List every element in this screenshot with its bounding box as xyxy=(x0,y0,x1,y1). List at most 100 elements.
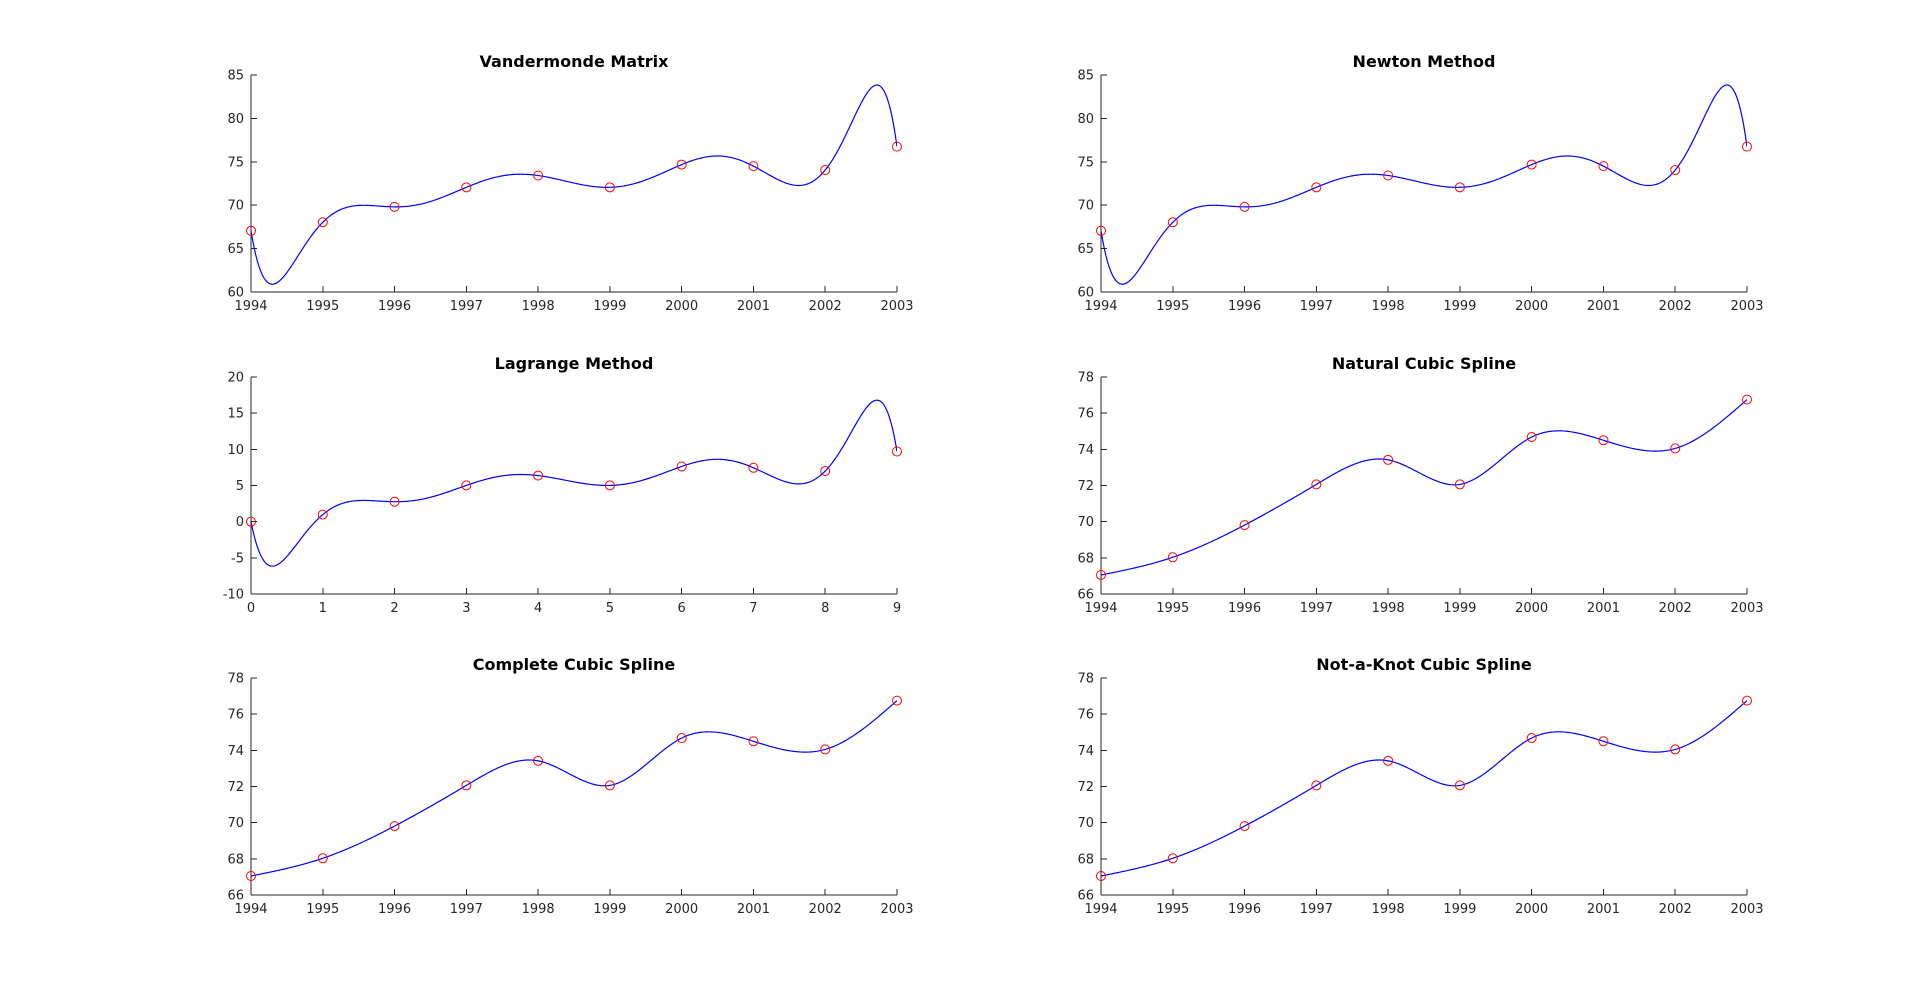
y-tick-label: 70 xyxy=(1077,515,1094,530)
y-tick-label: 70 xyxy=(227,199,244,214)
data-point-marker xyxy=(461,480,472,491)
y-tick-label: 76 xyxy=(1077,407,1094,422)
data-point-marker xyxy=(604,780,615,791)
data-point-marker xyxy=(1383,755,1394,766)
x-tick-label: 1999 xyxy=(1443,902,1476,917)
y-tick-label: 75 xyxy=(1077,155,1094,170)
interpolation-curve xyxy=(251,84,897,285)
x-tick-label: 1 xyxy=(319,601,327,616)
x-tick-label: 3 xyxy=(462,601,470,616)
y-tick-label: 60 xyxy=(227,286,244,301)
data-point-marker xyxy=(1454,479,1465,490)
x-tick-label: 2002 xyxy=(809,902,842,917)
x-tick-label: 2000 xyxy=(1515,601,1548,616)
y-tick-label: 70 xyxy=(1077,816,1094,831)
panel-1: Vandermonde Matrix 1994 1995 1996 1997 1998 19… xyxy=(227,52,913,314)
x-tick-label: 2003 xyxy=(1730,299,1763,314)
data-point-marker xyxy=(246,516,256,527)
data-point-marker xyxy=(389,821,400,832)
data-point-marker xyxy=(1311,479,1322,490)
interpolation-curve xyxy=(1101,399,1747,576)
data-point-marker xyxy=(533,170,544,181)
x-tick-label: 2001 xyxy=(1587,299,1620,314)
x-tick-label: 2002 xyxy=(1659,299,1692,314)
y-tick-label: 76 xyxy=(227,708,244,723)
interpolation-curve xyxy=(251,700,897,877)
y-tick-label: 78 xyxy=(1077,672,1094,687)
data-point-marker xyxy=(1383,454,1394,465)
y-tick-label: 65 xyxy=(227,242,244,257)
x-tick-label: 1998 xyxy=(1372,902,1405,917)
x-tick-label: 2001 xyxy=(1587,902,1620,917)
x-tick-label: 2003 xyxy=(1730,902,1763,917)
data-point-marker xyxy=(317,509,328,520)
panel-5: Complete Cubic Spline 1994 1995 1996 1997 199… xyxy=(227,655,913,917)
data-point-marker xyxy=(1311,780,1322,791)
data-point-marker xyxy=(820,165,831,176)
x-tick-label: 2003 xyxy=(880,299,913,314)
panel-4: Natural Cubic Spline 1994 1995 1996 1997 1998… xyxy=(1077,354,1763,616)
data-point-marker xyxy=(1311,182,1322,193)
x-tick-label: 1999 xyxy=(1443,299,1476,314)
data-point-marker xyxy=(317,853,328,864)
y-tick-label: 72 xyxy=(1077,780,1094,795)
data-point-marker xyxy=(1598,161,1609,172)
y-tick-label: 65 xyxy=(1077,242,1094,257)
x-tick-label: 1996 xyxy=(378,902,411,917)
data-point-marker xyxy=(892,141,902,152)
data-point-marker xyxy=(1598,435,1609,446)
data-point-marker xyxy=(1670,165,1681,176)
y-tick-label: -10 xyxy=(223,588,244,603)
interpolation-curve xyxy=(251,399,897,567)
x-tick-label: 9 xyxy=(893,601,901,616)
interpolation-curve xyxy=(1101,84,1747,285)
x-tick-label: 1996 xyxy=(378,299,411,314)
data-point-marker xyxy=(1239,201,1250,212)
y-tick-label: 76 xyxy=(1077,708,1094,723)
data-point-marker xyxy=(389,496,400,507)
y-tick-label: 72 xyxy=(1077,479,1094,494)
y-tick-label: 74 xyxy=(227,744,244,759)
data-point-marker xyxy=(676,733,687,744)
y-tick-label: 74 xyxy=(1077,443,1094,458)
x-tick-label: 1999 xyxy=(1443,601,1476,616)
y-tick-label: 78 xyxy=(227,672,244,687)
data-point-marker xyxy=(1526,733,1537,744)
panel-3: Lagrange Method 0 1 2 3 4 5 6 7 8 9 -10 -5 0 5 10 15 20 xyxy=(223,354,902,616)
x-tick-label: 1997 xyxy=(1300,902,1333,917)
x-tick-label: 1997 xyxy=(450,902,483,917)
y-tick-label: 0 xyxy=(236,515,244,530)
y-tick-label: 75 xyxy=(227,155,244,170)
data-point-marker xyxy=(1454,182,1465,193)
data-point-marker xyxy=(604,182,615,193)
x-tick-label: 1998 xyxy=(522,299,555,314)
x-tick-label: 1997 xyxy=(1300,299,1333,314)
data-point-marker xyxy=(820,466,831,477)
data-point-marker xyxy=(1096,225,1106,236)
data-point-marker xyxy=(461,780,472,791)
x-tick-label: 2000 xyxy=(1515,902,1548,917)
y-tick-label: 10 xyxy=(227,443,244,458)
x-tick-label: 2000 xyxy=(665,299,698,314)
x-tick-label: 5 xyxy=(606,601,614,616)
data-point-marker xyxy=(461,182,472,193)
data-point-marker xyxy=(1742,394,1752,405)
y-tick-label: 78 xyxy=(1077,371,1094,386)
x-tick-label: 1996 xyxy=(1228,601,1261,616)
x-tick-label: 1994 xyxy=(1084,299,1117,314)
data-point-marker xyxy=(892,695,902,706)
x-tick-label: 6 xyxy=(678,601,686,616)
panel-title: Vandermonde Matrix xyxy=(480,52,670,71)
y-tick-label: 68 xyxy=(227,852,244,867)
x-tick-label: 2001 xyxy=(737,902,770,917)
data-point-marker xyxy=(246,225,256,236)
x-tick-label: 1994 xyxy=(234,299,267,314)
x-tick-label: 0 xyxy=(247,601,255,616)
x-tick-label: 2002 xyxy=(1659,902,1692,917)
x-tick-label: 8 xyxy=(821,601,829,616)
y-tick-label: 20 xyxy=(227,371,244,386)
y-tick-label: 66 xyxy=(1077,588,1094,603)
x-tick-label: 1999 xyxy=(593,299,626,314)
data-point-marker xyxy=(1096,570,1106,581)
